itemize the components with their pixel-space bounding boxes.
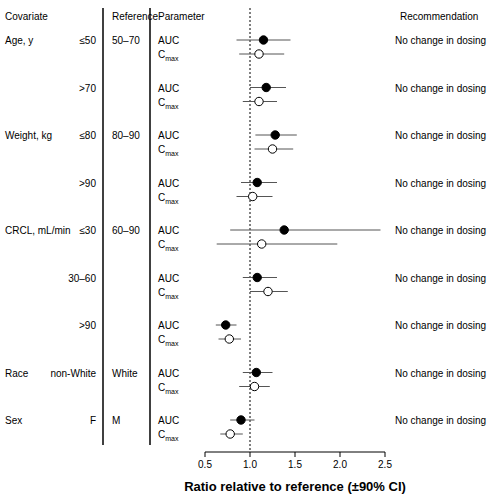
parameter-label: AUC [158, 225, 179, 236]
parameter-label: AUC [158, 130, 179, 141]
recommendation: No change in dosing [395, 35, 486, 46]
recommendation: No change in dosing [395, 368, 486, 379]
subgroup-label: ≤80 [79, 130, 96, 141]
point-estimate [226, 430, 234, 438]
parameter-subscript: max [165, 103, 179, 110]
x-tick-label: 1.0 [243, 459, 257, 470]
parameter-subscript: max [165, 340, 179, 347]
parameter-label: Cmax [158, 287, 179, 300]
subgroup-label: 30–60 [68, 273, 96, 284]
subgroup-label: >90 [79, 320, 96, 331]
covariate-label: Weight, kg [5, 130, 52, 141]
confidence-interval [230, 230, 380, 231]
recommendation: No change in dosing [395, 130, 486, 141]
x-tick [340, 452, 341, 457]
point-estimate [262, 83, 270, 91]
subgroup-label: ≤50 [79, 35, 96, 46]
parameter-label: Cmax [158, 429, 179, 442]
point-estimate [280, 226, 288, 234]
parameter-subscript: max [165, 245, 179, 252]
covariate-label: Age, y [5, 35, 33, 46]
parameter-label: Cmax [158, 334, 179, 347]
parameter-label: AUC [158, 178, 179, 189]
parameter-label: AUC [158, 368, 179, 379]
recommendation: No change in dosing [395, 83, 486, 94]
parameter-label: AUC [158, 415, 179, 426]
point-estimate [253, 273, 261, 281]
reference-label: 60–90 [112, 225, 140, 236]
point-estimate [258, 240, 266, 248]
parameter-label: AUC [158, 35, 179, 46]
parameter-subscript: max [165, 293, 179, 300]
column-separator [149, 8, 151, 445]
x-tick-label: 1.5 [288, 459, 302, 470]
point-estimate [225, 335, 233, 343]
point-estimate [222, 321, 230, 329]
reference-label: 80–90 [112, 130, 140, 141]
parameter-label: Cmax [158, 97, 179, 110]
recommendation: No change in dosing [395, 178, 486, 189]
parameter-label: AUC [158, 83, 179, 94]
parameter-label: Cmax [158, 192, 179, 205]
point-estimate [259, 36, 267, 44]
point-estimate [264, 287, 272, 295]
subgroup-label: >90 [79, 178, 96, 189]
point-estimate [249, 192, 257, 200]
subgroup-label: ≤30 [79, 225, 96, 236]
parameter-subscript: max [165, 150, 179, 157]
subgroup-label: non-White [50, 368, 96, 379]
parameter-subscript: max [165, 435, 179, 442]
header-recommendation: Recommendation [400, 11, 478, 22]
reference-label: White [112, 368, 138, 379]
covariate-label: Sex [5, 415, 22, 426]
covariate-label: CRCL, mL/min [5, 225, 71, 236]
parameter-subscript: max [165, 198, 179, 205]
point-estimate [255, 50, 263, 58]
point-estimate [253, 178, 261, 186]
forest-plot: Covariate ReferenceParameter Recommendatio… [0, 0, 489, 500]
recommendation: No change in dosing [395, 273, 486, 284]
confidence-interval [217, 244, 338, 245]
parameter-label: Cmax [158, 144, 179, 157]
point-estimate [268, 145, 276, 153]
point-estimate [271, 131, 279, 139]
subgroup-label: F [90, 415, 96, 426]
recommendation: No change in dosing [395, 415, 486, 426]
column-separator [102, 8, 104, 445]
header-parameter: Parameter [158, 11, 205, 22]
parameter-label: Cmax [158, 239, 179, 252]
point-estimate [250, 382, 258, 390]
header-reference: Reference [112, 11, 159, 22]
parameter-label: AUC [158, 320, 179, 331]
marks [216, 36, 381, 438]
reference-label: 50–70 [112, 35, 140, 46]
point-estimate [255, 97, 263, 105]
x-tick [205, 452, 206, 457]
point-estimate [252, 368, 260, 376]
parameter-label: AUC [158, 273, 179, 284]
x-tick [385, 452, 386, 457]
reference-label: M [112, 415, 120, 426]
point-estimate [237, 416, 245, 424]
parameter-subscript: max [165, 55, 179, 62]
subgroup-label: >70 [79, 83, 96, 94]
covariate-label: Race [5, 368, 29, 379]
x-tick-label: 0.5 [198, 459, 212, 470]
x-axis-label: Ratio relative to reference (±90% CI) [184, 479, 406, 494]
recommendation: No change in dosing [395, 225, 486, 236]
header-covariate: Covariate [5, 11, 48, 22]
x-tick [250, 452, 251, 457]
recommendation: No change in dosing [395, 320, 486, 331]
parameter-subscript: max [165, 388, 179, 395]
x-tick-label: 2.0 [333, 459, 347, 470]
parameter-label: Cmax [158, 49, 179, 62]
x-tick-label: 2.5 [378, 459, 392, 470]
parameter-label: Cmax [158, 382, 179, 395]
x-tick [295, 452, 296, 457]
